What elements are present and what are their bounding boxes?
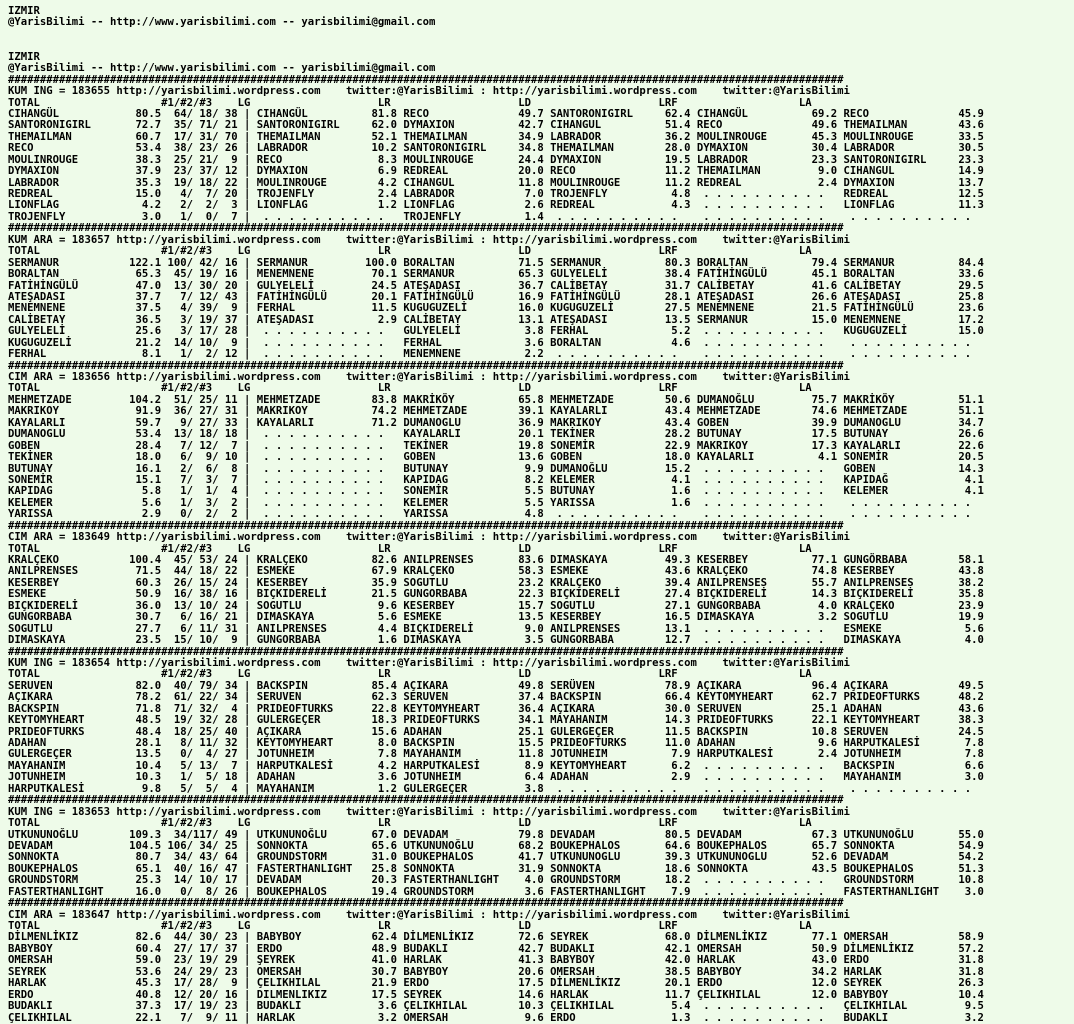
table-row: CIHANGÜL 80.5 64/ 18/ 38 | CIHANGÜL 81.8… [8, 107, 984, 120]
table-row: HARPUTKALESİ 9.8 5/ 5/ 4 | MAYAHANIM 1.2… [8, 782, 984, 795]
race-title: KUM ING = 183655 http://yarisbilimi.word… [8, 85, 850, 98]
table-row: RECO 53.4 38/ 23/ 26 | LABRADOR 10.2 SAN… [8, 142, 984, 155]
table-row: MAKRIKOY 91.9 36/ 27/ 31 | MAKRIKOY 74.2… [8, 405, 984, 418]
table-row: MEHMETZADE 104.2 51/ 25/ 11 | MEHMETZADE… [8, 393, 984, 406]
table-row: GOBEN 28.4 7/ 12/ 7 | . . . . . . . . . … [8, 439, 984, 452]
track-name: IZMIR [8, 5, 40, 17]
table-row: LIONFLAG 4.2 2/ 2/ 3 | LIONFLAG 1.2 LION… [8, 199, 984, 212]
race-title: KUM ARA = 183657 http://yarisbilimi.word… [8, 233, 850, 246]
table-row: SANTORONIGIRL 72.7 35/ 71/ 21 | SANTORON… [8, 119, 984, 132]
table-row: ADAHAN 28.1 8/ 11/ 32 | KEYTOMYHEART 8.0… [8, 737, 984, 749]
table-row: THEMAILMAN 60.7 17/ 31/ 70 | THEMAILMAN … [8, 130, 984, 143]
section-separator: ########################################… [8, 519, 844, 532]
table-row: TROJENFLY 3.0 1/ 0/ 7 | . . . . . . . . … [8, 210, 984, 223]
table-row: MAYAHANIM 10.4 5/ 13/ 7 | HARPUTKALESİ 4… [8, 759, 984, 772]
table-row: KAYALARLI 59.7 9/ 27/ 33 | KAYALARLI 71.… [8, 416, 984, 429]
table-row: GUNGORBABA 30.7 6/ 16/ 21 | DIMASKAYA 5.… [8, 611, 984, 624]
table-row: KAPIDAG 5.8 1/ 1/ 4 | . . . . . . . . . … [8, 485, 984, 498]
table-row: AÇIKARA 78.2 61/ 22/ 34 | SERUVEN 62.3 S… [8, 691, 984, 704]
table-row: ANILPRENSES 71.5 44/ 18/ 22 | ESMEKE 67.… [8, 565, 984, 578]
table-row: REDREAL 15.0 4/ 7/ 20 | TROJENFLY 2.4 LA… [8, 188, 984, 200]
table-row: DİLMENLİKIZ 82.6 44/ 30/ 23 | BABYBOY 62… [8, 931, 984, 944]
table-row: BOUKEPHALOS 65.1 40/ 16/ 47 | FASTERTHAN… [8, 862, 984, 875]
column-header-row: TOTAL #1/#2/#3 LG LR LD LRF LA [8, 245, 863, 258]
section-separator: ########################################… [8, 645, 844, 658]
table-row: OMERSAH 59.0 23/ 19/ 29 | ŞEYREK 41.0 HA… [8, 954, 984, 967]
table-row: HARLAK 45.3 17/ 28/ 9 | ÇELIKHILAL 21.9 … [8, 977, 984, 990]
blank-line [8, 40, 1074, 51]
table-row: TEKİNER 18.0 6/ 9/ 10 | . . . . . . . . … [8, 451, 984, 464]
table-row: BABYBOY 60.4 27/ 17/ 37 | ERDO 48.9 BUDA… [8, 942, 984, 955]
race-title: KUM ING = 183653 http://yarisbilimi.word… [8, 805, 850, 818]
table-row: SERMANUR 122.1 100/ 42/ 16 | SERMANUR 10… [8, 256, 984, 269]
section-separator: ########################################… [8, 794, 844, 807]
column-header-row: TOTAL #1/#2/#3 LG LR LD LRF LA [8, 382, 863, 395]
table-row: SERUVEN 82.0 40/ 79/ 34 | BACKSPIN 85.4 … [8, 679, 984, 692]
table-row: FASTERTHANLIGHT 16.0 0/ 8/ 26 | BOUKEPHA… [8, 885, 984, 898]
section-separator: ########################################… [8, 897, 844, 910]
table-row: SONNOKTA 80.7 34/ 43/ 64 | GROUNDSTORM 3… [8, 851, 984, 864]
table-row: DUMANOGLU 53.4 13/ 18/ 18 | . . . . . . … [8, 428, 984, 441]
race-title: KUM ING = 183654 http://yarisbilimi.word… [8, 656, 850, 669]
table-row: ESMEKE 50.9 16/ 38/ 16 | BIÇKIDERELİ 21.… [8, 588, 984, 601]
table-row: SONEMİR 15.1 7/ 3/ 7 | . . . . . . . . .… [8, 473, 984, 486]
table-row: DEVADAM 104.5 106/ 34/ 25 | SONNOKTA 65.… [8, 839, 984, 852]
race-title: CIM ARA = 183647 http://yarisbilimi.word… [8, 908, 850, 921]
column-header-row: TOTAL #1/#2/#3 LG LR LD LRF LA [8, 817, 863, 830]
table-row: GULYELELİ 25.6 3/ 17/ 28 | . . . . . . .… [8, 325, 984, 338]
column-header-row: TOTAL #1/#2/#3 LG LR LD LRF LA [8, 542, 863, 555]
blank-line [8, 29, 1074, 40]
table-row: UTKUNUNOĞLU 109.3 34/117/ 49 | UTKUNUNOĞ… [8, 828, 984, 841]
contact-line: @YarisBilimi -- http://www.yarisbilimi.c… [8, 16, 436, 29]
track-name: IZMIR [8, 50, 40, 63]
race-title: CIM ARA = 183649 http://yarisbilimi.word… [8, 531, 850, 544]
table-row: KEYTOMYHEART 48.5 19/ 32/ 28 | GULERGEÇE… [8, 714, 984, 727]
table-row: ERDO 40.8 12/ 20/ 16 | DILMENLIKIZ 17.5 … [8, 988, 984, 1001]
table-row: MENEMNENE 37.5 4/ 39/ 9 | FERHAL 11.5 KU… [8, 302, 984, 315]
table-row: KESERBEY 60.3 26/ 15/ 24 | KESERBEY 35.9… [8, 576, 984, 589]
table-row: MOULINROUGE 38.3 25/ 21/ 9 | RECO 8.3 MO… [8, 153, 984, 166]
section-separator: ########################################… [8, 359, 844, 372]
contact-line: @YarisBilimi -- http://www.yarisbilimi.c… [8, 62, 436, 75]
table-row: KELEMER 5.6 1/ 3/ 2 | . . . . . . . . . … [8, 496, 984, 509]
table-row: ATEŞADASI 37.7 7/ 12/ 43 | FATİHİNGÜLÜ 2… [8, 290, 984, 303]
column-header-row: TOTAL #1/#2/#3 LG LR LD LRF LA [8, 920, 863, 932]
column-header-row: TOTAL #1/#2/#3 LG LR LD LRF LA [8, 668, 863, 681]
table-row: CALİBETAY 36.5 3/ 19/ 37 | ATEŞADASI 2.9… [8, 313, 984, 326]
table-row: LABRADOR 35.3 19/ 18/ 22 | MOULINROUGE 4… [8, 176, 984, 189]
table-row: SOGUTLU 27.7 6/ 11/ 31 | ANILPRENSES 4.4… [8, 622, 984, 635]
table-row: GROUNDSTORM 25.3 14/ 10/ 17 | DEVADAM 20… [8, 874, 984, 887]
table-row: JOTUNHEIM 10.3 1/ 5/ 18 | ADAHAN 3.6 JOT… [8, 771, 984, 784]
table-row: KRALÇEKO 100.4 45/ 53/ 24 | KRALÇEKO 82.… [8, 554, 984, 566]
table-row: BUTUNAY 16.1 2/ 6/ 8 | . . . . . . . . .… [8, 462, 984, 475]
section-separator: ########################################… [8, 73, 844, 86]
table-row: GULERGEÇER 13.5 0/ 4/ 27 | JOTUNHEIM 7.8… [8, 748, 984, 761]
table-row: KUGUGUZELİ 21.2 14/ 10/ 9 | . . . . . . … [8, 336, 984, 349]
table-row: YARISSA 2.9 0/ 2/ 2 | . . . . . . . . . … [8, 508, 984, 521]
section-separator: ########################################… [8, 222, 844, 235]
table-row: ÇELIKHILAL 22.1 7/ 9/ 11 | HARLAK 3.2 OM… [8, 1011, 984, 1024]
table-row: DYMAXION 37.9 23/ 37/ 12 | DYMAXION 6.9 … [8, 165, 984, 178]
table-row: FERHAL 8.1 1/ 2/ 12 | . . . . . . . . . … [8, 348, 984, 361]
table-row: PRIDEOFTURKS 48.4 18/ 25/ 40 | AÇIKARA 1… [8, 725, 984, 738]
table-row: BIÇKIDERELİ 36.0 13/ 10/ 24 | SOGUTLU 9.… [8, 599, 984, 612]
column-header-row: TOTAL #1/#2/#3 LG LR LD LRF LA [8, 96, 863, 109]
race-title: CIM ARA = 183656 http://yarisbilimi.word… [8, 371, 850, 383]
table-row: BUDAKLI 37.3 17/ 19/ 23 | BUDAKLI 3.6 ÇE… [8, 1000, 984, 1013]
table-row: SEYREK 53.6 24/ 29/ 23 | OMERSAH 30.7 BA… [8, 965, 984, 978]
table-row: DIMASKAYA 23.5 15/ 10/ 9 | GUNGORBABA 1.… [8, 634, 984, 647]
table-row: BORALTAN 65.3 45/ 19/ 16 | MENEMNENE 70.… [8, 268, 984, 281]
table-row: BACKSPIN 71.8 71/ 32/ 4 | PRIDEOFTURKS 2… [8, 702, 984, 715]
table-row: FATİHİNGÜLÜ 47.0 13/ 30/ 20 | GULYELELİ … [8, 279, 984, 292]
